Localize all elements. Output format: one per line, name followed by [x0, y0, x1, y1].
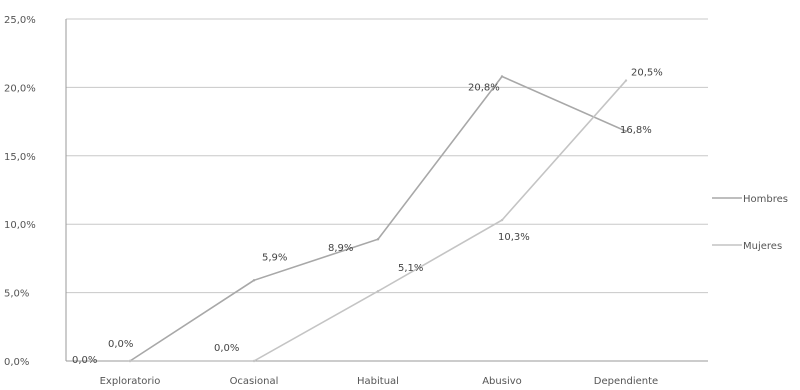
data-point [376, 290, 380, 293]
y-tick-label: 5,0% [4, 289, 29, 300]
series-line-0 [129, 75, 627, 362]
data-label: 16,8% [620, 125, 652, 136]
x-tick-label: Abusivo [482, 376, 522, 387]
data-label: 0,0% [108, 339, 133, 350]
grid-layer [66, 18, 708, 294]
data-label-layer: 0,0% 5,9% 8,9% 20,8% 16,8% 0,0% 0,0% 5,1% 10,3% 2… [72, 68, 663, 366]
y-tick-label: 15,0% [4, 152, 36, 163]
data-point [624, 79, 628, 82]
data-label: 10,3% [498, 232, 530, 243]
data-label: 5,1% [398, 263, 423, 274]
legend-label: Hombres [743, 194, 788, 205]
data-point [252, 359, 256, 363]
data-point [252, 279, 256, 282]
data-label: 5,9% [262, 252, 287, 263]
x-tick-label: Dependiente [594, 376, 658, 387]
x-tick-label: Habitual [357, 376, 399, 387]
y-tick-label: 0,0% [4, 357, 29, 368]
data-label: 0,0% [214, 343, 239, 354]
legend-label: Mujeres [743, 241, 782, 252]
data-label: 20,8% [468, 82, 500, 93]
series-line-1 [130, 80, 627, 362]
axis-layer: 0,0% 5,0% 10,0% 15,0% 20,0% 25,0% Exploratorio… [4, 15, 708, 387]
x-tick-label: Exploratorio [100, 376, 161, 387]
data-point [500, 75, 504, 78]
legend: Hombres Mujeres [712, 194, 788, 252]
series-layer [128, 75, 628, 363]
data-point [624, 129, 628, 133]
data-label: 20,5% [631, 68, 663, 79]
x-tick-label: Ocasional [230, 376, 279, 387]
data-label: 0,0% [72, 355, 97, 366]
data-point [500, 218, 504, 222]
y-tick-label: 20,0% [4, 83, 36, 94]
y-tick-label: 10,0% [4, 220, 36, 231]
data-point [376, 238, 380, 241]
data-label: 8,9% [328, 243, 353, 254]
data-point [128, 359, 132, 363]
y-tick-label: 25,0% [4, 15, 36, 26]
